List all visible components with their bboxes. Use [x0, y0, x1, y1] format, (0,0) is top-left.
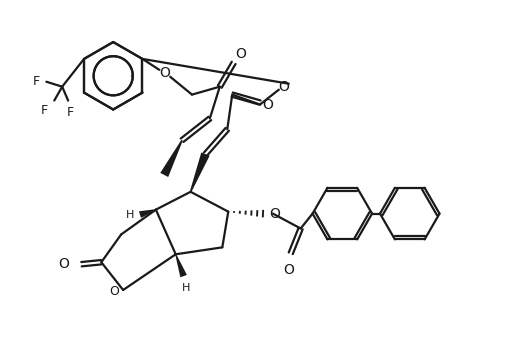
- Text: H: H: [126, 210, 134, 220]
- Text: F: F: [67, 106, 74, 119]
- Text: H: H: [181, 283, 190, 293]
- Text: O: O: [59, 257, 70, 271]
- Text: O: O: [269, 207, 280, 221]
- Text: O: O: [278, 80, 289, 94]
- Polygon shape: [190, 152, 210, 192]
- Text: O: O: [236, 47, 246, 61]
- Polygon shape: [175, 254, 187, 277]
- Text: O: O: [159, 66, 170, 80]
- Text: F: F: [33, 75, 40, 88]
- Text: O: O: [283, 263, 294, 277]
- Polygon shape: [160, 140, 183, 177]
- Text: O: O: [109, 285, 119, 299]
- Polygon shape: [139, 209, 156, 218]
- Text: F: F: [41, 104, 48, 117]
- Text: O: O: [262, 97, 273, 112]
